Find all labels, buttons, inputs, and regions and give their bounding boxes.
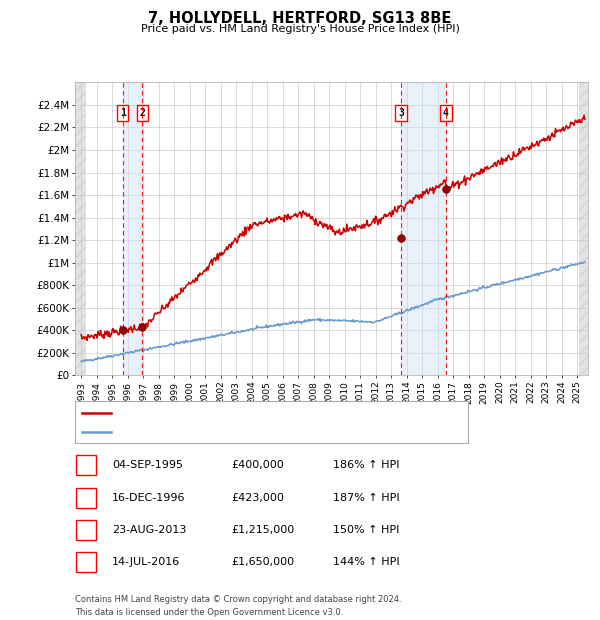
- Text: Contains HM Land Registry data © Crown copyright and database right 2024.: Contains HM Land Registry data © Crown c…: [75, 595, 401, 604]
- Text: 4: 4: [443, 108, 449, 118]
- Text: Price paid vs. HM Land Registry's House Price Index (HPI): Price paid vs. HM Land Registry's House …: [140, 24, 460, 33]
- Text: 04-SEP-1995: 04-SEP-1995: [112, 461, 183, 471]
- Text: 7, HOLLYDELL, HERTFORD, SG13 8BE (detached house): 7, HOLLYDELL, HERTFORD, SG13 8BE (detach…: [116, 407, 386, 417]
- Text: 16-DEC-1996: 16-DEC-1996: [112, 493, 186, 503]
- Bar: [401, 82, 446, 375]
- Text: 187% ↑ HPI: 187% ↑ HPI: [333, 493, 400, 503]
- Bar: [579, 82, 588, 375]
- Bar: [122, 82, 142, 375]
- Text: 7, HOLLYDELL, HERTFORD, SG13 8BE: 7, HOLLYDELL, HERTFORD, SG13 8BE: [148, 11, 452, 26]
- Text: £1,650,000: £1,650,000: [231, 557, 294, 567]
- Text: 2: 2: [82, 493, 89, 503]
- Text: £400,000: £400,000: [231, 461, 284, 471]
- Text: 1: 1: [82, 461, 89, 471]
- Text: £1,215,000: £1,215,000: [231, 525, 294, 535]
- Text: This data is licensed under the Open Government Licence v3.0.: This data is licensed under the Open Gov…: [75, 608, 343, 617]
- Text: 3: 3: [82, 525, 89, 535]
- Text: £423,000: £423,000: [231, 493, 284, 503]
- Text: 1: 1: [119, 108, 125, 118]
- Text: 186% ↑ HPI: 186% ↑ HPI: [333, 461, 400, 471]
- Text: 144% ↑ HPI: 144% ↑ HPI: [333, 557, 400, 567]
- Bar: [75, 82, 86, 375]
- Text: 2: 2: [139, 108, 145, 118]
- Text: 4: 4: [82, 557, 90, 567]
- Text: 14-JUL-2016: 14-JUL-2016: [112, 557, 181, 567]
- Text: 3: 3: [398, 108, 404, 118]
- Text: 150% ↑ HPI: 150% ↑ HPI: [333, 525, 400, 535]
- Text: 23-AUG-2013: 23-AUG-2013: [112, 525, 187, 535]
- Text: HPI: Average price, detached house, East Hertfordshire: HPI: Average price, detached house, East…: [116, 427, 385, 437]
